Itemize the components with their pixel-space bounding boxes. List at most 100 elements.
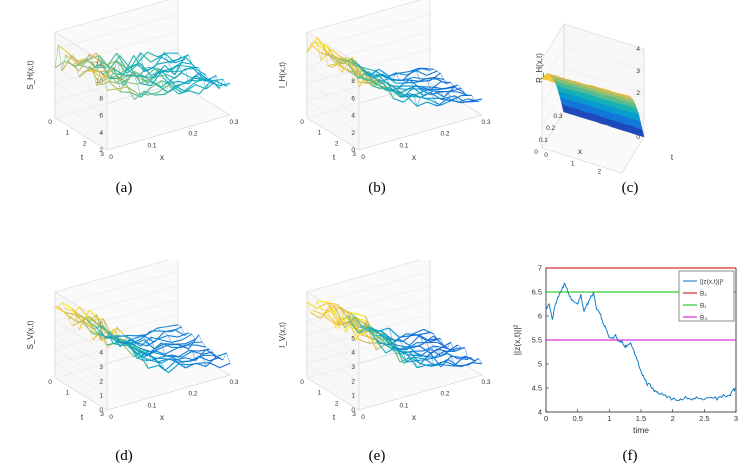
surface-mesh-line	[443, 347, 455, 352]
z-gridline	[306, 314, 431, 382]
z-tick-label: 4	[351, 113, 355, 120]
surface-mesh-line	[429, 72, 441, 82]
surface-mesh-line	[147, 91, 159, 96]
z-gridline	[306, 13, 431, 82]
z-gridline	[541, 67, 645, 105]
legend: ||z(x,t)||² B₂ B₁ B₃	[678, 270, 735, 322]
surface-mesh-line	[316, 302, 328, 309]
x-tick-label: 0.3	[481, 119, 490, 126]
surface-mesh-line	[106, 88, 118, 91]
z-gridline	[306, 299, 431, 368]
z-gridline	[54, 260, 169, 325]
surface-mesh-line	[126, 64, 138, 74]
z-axis-label: R_H(x,t)	[535, 53, 544, 83]
surface-mesh-line	[202, 78, 213, 83]
x-tick-label: 0	[534, 149, 538, 156]
surface-mesh-line	[82, 319, 94, 330]
surface-mesh-line	[133, 90, 145, 100]
surface-mesh-line	[177, 53, 231, 90]
surface-mesh-line	[471, 362, 483, 365]
t-tick-label: 1	[66, 390, 70, 397]
z-axis-label: S_H(x,t)	[26, 60, 35, 90]
surface-mesh-line	[347, 317, 359, 334]
x-tick-label: 1	[607, 414, 611, 423]
surface-mesh-line	[324, 315, 335, 325]
surface-mesh-line	[561, 104, 565, 113]
z-gridline	[306, 342, 431, 411]
surface-mesh-line	[154, 74, 165, 78]
surface-mesh-line	[160, 339, 172, 343]
legend-box	[678, 270, 735, 322]
x-axis-label: x	[412, 413, 416, 422]
surface-mesh-line	[164, 358, 176, 361]
surface-mesh-line	[54, 306, 66, 314]
surface-mesh-line	[358, 339, 370, 344]
x-tick-label: 0.2	[188, 131, 197, 138]
surface-mesh-line	[402, 345, 414, 349]
surface-mesh-line	[347, 315, 359, 328]
surface-mesh-line	[116, 53, 169, 96]
x-axis-label: time	[633, 425, 649, 435]
surface-mesh-line	[109, 55, 121, 70]
surface-mesh-line	[403, 356, 414, 364]
surface-mesh-line	[337, 315, 349, 324]
surface-mesh-line	[168, 85, 179, 93]
surface-mesh-line	[413, 93, 425, 99]
surface-mesh-line	[416, 358, 428, 362]
surface-mesh-line	[164, 64, 176, 76]
z-gridline	[54, 299, 179, 368]
t-tick-label: 1	[571, 160, 575, 167]
surface-chart-c: 012340.30.20.100123xtR_H(x,t)	[534, 22, 674, 175]
surface-mesh-line	[416, 101, 428, 107]
z-axis-label: I_V(x,t)	[278, 322, 287, 348]
surface-mesh-line	[120, 91, 131, 94]
surface-mesh-line	[185, 84, 197, 92]
surface-mesh-line	[306, 300, 360, 342]
surface-mesh-line	[440, 341, 452, 349]
surface-mesh-line	[191, 66, 203, 79]
surface-mesh-line	[306, 41, 360, 87]
surface-mesh-line	[440, 100, 452, 106]
surface-chart-d: 0 1 2 3 4 5 6 0 0.1 0.2 0.3 0 1 2 3 x t S_V(x,t)	[26, 260, 239, 422]
t-tick-label: 3	[100, 411, 104, 418]
surface-mesh-line	[416, 364, 428, 369]
caption-a: (a)	[115, 180, 133, 196]
surface-mesh-line	[447, 97, 459, 103]
surface-mesh-line	[140, 86, 152, 98]
surface-mesh-line	[195, 362, 207, 368]
surface-mesh-line	[409, 334, 421, 346]
surface-mesh-line	[337, 304, 349, 318]
z-tick-label: 5	[99, 335, 103, 342]
surface-mesh-line	[130, 338, 141, 345]
surface-mesh-line	[72, 58, 83, 66]
x-tick-label: 0.3	[229, 379, 238, 386]
surface-mesh-line	[140, 52, 152, 63]
surface-mesh-line	[399, 70, 410, 74]
t-tick-label: 2	[335, 140, 339, 147]
x-tick-label: 3	[734, 414, 738, 423]
surface-mesh-line	[327, 46, 339, 63]
surface-mesh-line	[181, 333, 193, 341]
surface-mesh-line	[54, 60, 66, 69]
surface-mesh-line	[167, 334, 179, 338]
surface-mesh-line	[209, 362, 220, 369]
surface-mesh-line	[157, 335, 169, 340]
surface-mesh-line	[178, 350, 189, 358]
x-tick-label: 0.2	[440, 131, 449, 138]
y-tick-label: 5.5	[532, 336, 542, 345]
y-tick-label: 4.5	[532, 384, 542, 393]
surface-mesh-line	[175, 82, 186, 87]
z-gridline	[54, 82, 179, 151]
surface-mesh-line	[78, 54, 90, 72]
surface-mesh-line	[368, 327, 421, 369]
z-tick-label: 5	[351, 335, 355, 342]
surface-mesh-line	[92, 62, 104, 69]
x-tick-label: 0.2	[546, 125, 555, 132]
surface-mesh-line	[392, 97, 404, 103]
x-axis-label: x	[160, 413, 164, 422]
z-axis-label: S_V(x,t)	[26, 320, 35, 349]
z-gridline	[54, 285, 179, 353]
surface-mesh-line	[195, 74, 207, 82]
t-tick-label: 1	[318, 130, 322, 137]
